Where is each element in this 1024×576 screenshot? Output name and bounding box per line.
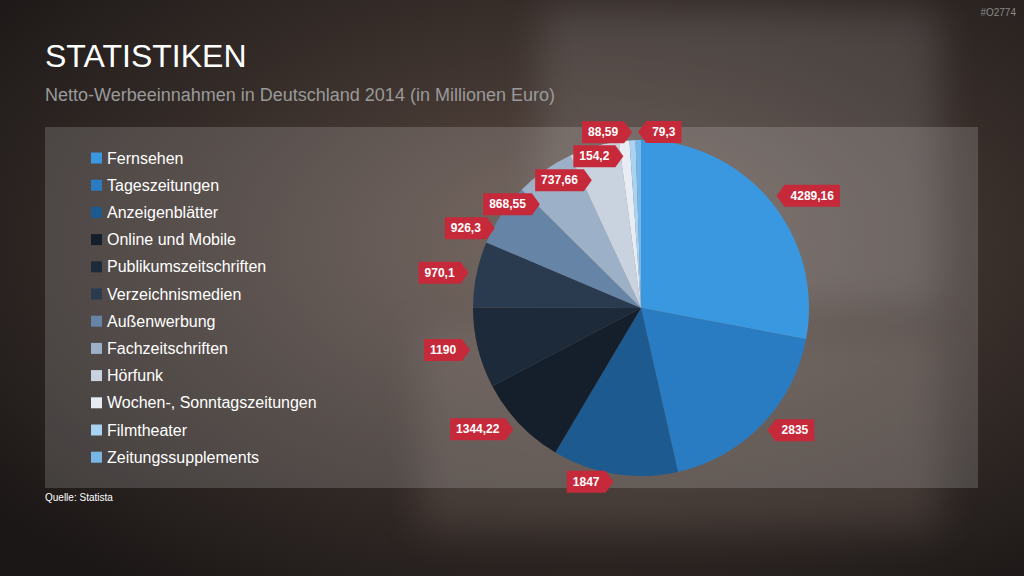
legend-label: Zeitungssupplements [107, 449, 259, 466]
data-label: 88,59 [582, 121, 632, 143]
legend-label: Publikumszeitschriften [107, 258, 266, 275]
legend-label: Online und Mobile [107, 231, 236, 248]
legend-label: Verzeichnismedien [107, 286, 241, 303]
data-label-text: 926,3 [451, 221, 481, 235]
legend-label: Anzeigenblätter [107, 204, 219, 221]
legend-swatch [91, 397, 102, 408]
background [0, 0, 1024, 576]
data-label-text: 868,55 [489, 197, 526, 211]
pie-slice [641, 140, 809, 339]
data-label: 2835 [768, 419, 815, 441]
legend-swatch [91, 425, 102, 436]
pie-slice [629, 140, 641, 308]
pie-slice [636, 140, 641, 308]
legend-label: Tageszeitungen [107, 177, 219, 194]
data-label-box [567, 471, 614, 493]
data-label-box [450, 418, 513, 440]
pie-area [473, 140, 809, 476]
data-label-text: 970,1 [425, 266, 455, 280]
legend-swatch [91, 261, 102, 272]
data-label-box [573, 145, 623, 167]
data-label: 1344,22 [450, 418, 513, 440]
legend-swatch [91, 207, 102, 218]
legend-swatch [91, 234, 102, 245]
data-label: 1847 [567, 471, 614, 493]
data-label-text: 4289,16 [791, 189, 835, 203]
data-label-box [638, 121, 681, 143]
data-label: 154,2 [573, 145, 623, 167]
data-label-text: 1190 [430, 343, 456, 357]
data-label: 1190 [424, 339, 470, 361]
data-label-text: 88,59 [588, 125, 618, 139]
legend: Fernsehen Tageszeitungen Anzeigenblätter On… [91, 150, 317, 466]
data-label-box [535, 169, 592, 191]
data-label: 926,3 [445, 217, 495, 239]
data-label-box [483, 193, 540, 215]
chart-root: STATISTIKEN Netto-Werbeeinnahmen in Deuts… [0, 0, 1024, 576]
source: Quelle: Statista [45, 492, 113, 503]
chart-title: Netto-Werbeeinnahmen in Deutschland 2014… [45, 85, 555, 105]
data-label: 970,1 [419, 262, 469, 284]
data-label-text: 2835 [782, 423, 809, 437]
data-label-box [424, 339, 470, 361]
data-label: 4289,16 [777, 185, 840, 207]
legend-swatch [91, 370, 102, 381]
data-labels: 4289,16 2835 1847 1344,22 1190 970,1 926,3 868,… [419, 121, 840, 493]
pie-slice [473, 307, 641, 386]
legend-label: Wochen-, Sonntagszeitungen [107, 394, 317, 411]
pie [473, 140, 809, 476]
data-label: 79,3 [638, 121, 681, 143]
data-label-box [445, 217, 495, 239]
heading: STATISTIKEN [45, 38, 247, 74]
legend-swatch [91, 343, 102, 354]
legend-swatch [91, 316, 102, 327]
data-label-text: 154,2 [579, 149, 609, 163]
data-label: 737,66 [535, 169, 592, 191]
slide: STATISTIKEN Netto-Werbeeinnahmen in Deuts… [0, 0, 1024, 576]
data-label-box [768, 419, 815, 441]
legend-swatch [91, 452, 102, 463]
pie-slice [619, 140, 641, 308]
slide-code: #O2774 [980, 7, 1016, 18]
legend-label: Fernsehen [107, 150, 184, 167]
data-label-text: 79,3 [652, 125, 676, 139]
legend-swatch [91, 289, 102, 300]
data-label-box [582, 121, 632, 143]
legend-label: Filmtheater [107, 422, 188, 439]
data-label-box [419, 262, 469, 284]
panel [45, 127, 978, 488]
legend-swatch [91, 180, 102, 191]
data-label-text: 1847 [573, 475, 600, 489]
data-label-box [777, 185, 840, 207]
data-label-text: 737,66 [541, 173, 578, 187]
legend-label: Hörfunk [107, 367, 164, 384]
legend-label: Außenwerbung [107, 313, 216, 330]
data-label: 868,55 [483, 193, 540, 215]
data-label-text: 1344,22 [456, 422, 500, 436]
legend-label: Fachzeitschriften [107, 340, 228, 357]
legend-swatch [91, 153, 102, 164]
